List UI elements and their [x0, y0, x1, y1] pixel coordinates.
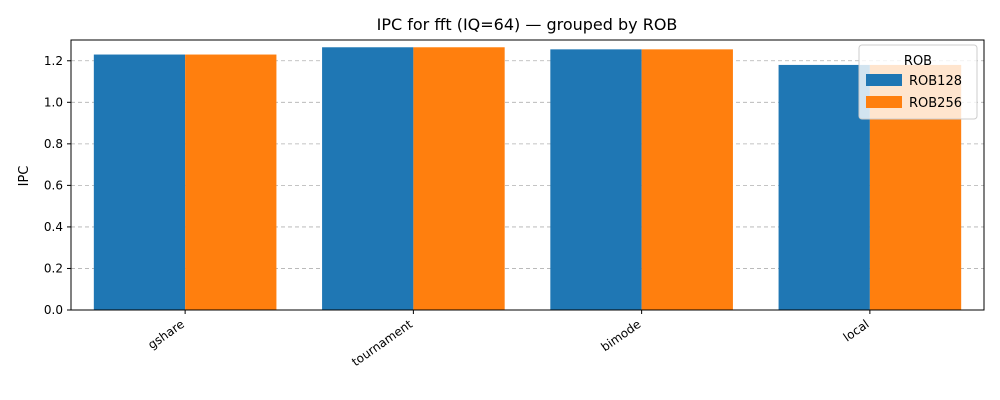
y-tick-label: 0.8 [44, 137, 63, 151]
y-axis-label: IPC [17, 166, 32, 187]
legend-label-rob128: ROB128 [909, 74, 962, 89]
y-tick-label: 0.6 [44, 178, 63, 192]
bar-rob256-gshare [185, 54, 277, 311]
legend-swatch-rob128 [866, 74, 902, 86]
bar-rob128-gshare [93, 54, 186, 311]
y-ticks: 0.0 0.2 0.4 0.6 0.8 1.0 1.2 [44, 54, 71, 317]
bars [93, 47, 962, 311]
x-tick-label: tournament [349, 317, 415, 369]
x-ticks: gshare tournament bimode local [145, 310, 872, 369]
x-tick-label: bimode [598, 317, 643, 354]
y-tick-label: 1.0 [44, 95, 63, 109]
y-tick-label: 1.2 [44, 54, 63, 68]
x-tick-label: gshare [145, 317, 187, 352]
bar-rob256-tournament [413, 47, 505, 311]
legend-swatch-rob256 [866, 96, 902, 108]
y-tick-label: 0.4 [44, 220, 63, 234]
legend: ROB ROB128 ROB256 [858, 44, 978, 120]
bar-rob128-local [778, 64, 870, 310]
plot-frame [70, 39, 985, 311]
chart-title: IPC for fft (IQ=64) — grouped by ROB [377, 15, 678, 34]
legend-label-rob256: ROB256 [909, 96, 962, 111]
gridlines [71, 60, 984, 269]
axes [70, 39, 985, 311]
y-tick-label: 0.0 [44, 303, 63, 317]
bar-rob128-tournament [322, 47, 414, 311]
bar-rob128-bimode [550, 49, 642, 310]
y-tick-label: 0.2 [44, 261, 63, 275]
bar-rob256-bimode [641, 49, 733, 310]
x-tick-label: local [841, 317, 872, 345]
legend-title: ROB [904, 54, 932, 69]
